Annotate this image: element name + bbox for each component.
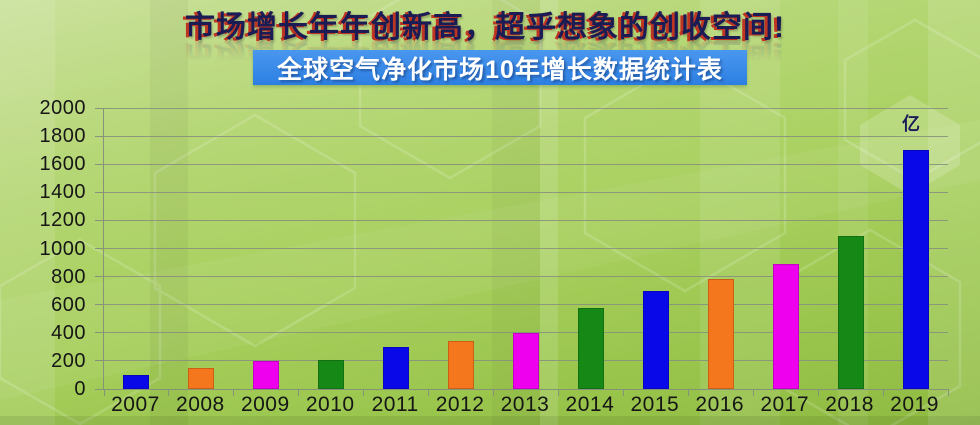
x-tick (428, 389, 430, 396)
x-axis-tick-label: 2015 (630, 393, 680, 416)
gridline (104, 107, 948, 109)
x-tick (103, 389, 105, 396)
gridline (104, 163, 948, 165)
plot-area (95, 107, 949, 396)
bar-2012 (448, 341, 475, 389)
y-axis-tick-label: 0 (74, 378, 86, 400)
x-tick (493, 389, 495, 396)
bar-2019 (902, 150, 929, 389)
x-tick (947, 389, 949, 396)
x-axis-tick-label: 2014 (565, 393, 615, 416)
gridline (104, 219, 948, 221)
x-axis-tick-label: 2007 (111, 393, 160, 416)
y-tick (95, 276, 104, 278)
x-tick (557, 389, 559, 396)
y-axis-tick-label: 800 (51, 265, 86, 288)
x-tick (622, 389, 624, 396)
x-axis-tick-label: 2018 (825, 393, 874, 416)
chart-title-banner: 全球空气净化市场10年增长数据统计表 (253, 50, 747, 85)
bar-2011 (383, 346, 410, 389)
y-tick (95, 219, 104, 221)
x-axis-tick-label: 2009 (240, 393, 290, 416)
bar-2007 (123, 374, 150, 389)
page-title: 市场增长年年创新高，超乎想象的创收空间! (185, 11, 785, 44)
bar-2018 (837, 235, 864, 389)
x-axis-labels: 2007 2008 2009 2010 2011 2012 2013 2014 2015 2016… (103, 393, 947, 419)
x-axis-tick-label: 2008 (176, 393, 225, 416)
x-axis-tick-label: 2013 (500, 393, 550, 416)
x-axis-tick-label: 2010 (305, 393, 355, 416)
x-axis-tick-label: 2019 (890, 393, 939, 416)
y-axis-tick-label: 2000 (39, 97, 86, 119)
x-tick (298, 389, 300, 396)
bar-2014 (577, 307, 604, 389)
gridline (104, 191, 948, 193)
bar-2013 (513, 332, 539, 389)
y-tick (95, 163, 104, 165)
y-tick (95, 135, 104, 137)
y-tick (95, 388, 104, 390)
bar-2008 (188, 367, 215, 389)
x-tick (363, 389, 365, 396)
gridline (104, 304, 948, 306)
y-tick (95, 248, 104, 249)
x-axis-tick-label: 2011 (371, 393, 419, 416)
bar-2015 (642, 290, 669, 389)
y-tick (95, 304, 104, 306)
x-tick (817, 389, 819, 396)
y-axis-tick-label: 1600 (39, 153, 86, 176)
unit-label: 亿 (902, 114, 920, 134)
x-axis-tick-label: 2012 (435, 393, 485, 416)
y-axis-tick-label: 400 (51, 321, 86, 344)
x-tick (882, 389, 884, 396)
x-tick (168, 389, 170, 396)
y-tick (95, 360, 104, 362)
gridline (104, 276, 948, 278)
gridline (104, 135, 948, 137)
y-tick (95, 107, 104, 109)
y-axis-labels: 0 200 400 600 800 1000 1200 1400 1600 1800 2000 (0, 97, 86, 400)
x-axis-tick-label: 2016 (695, 393, 745, 416)
bar-2017 (772, 263, 799, 389)
x-tick (752, 389, 754, 396)
x-tick (687, 389, 689, 396)
x-tick (233, 389, 235, 396)
y-axis-tick-label: 1400 (39, 181, 86, 204)
chart-title: 全球空气净化市场10年增长数据统计表 (277, 55, 723, 84)
gridline (104, 248, 948, 249)
bar-2010 (318, 359, 345, 389)
bar-2009 (253, 360, 280, 389)
bar-2016 (707, 279, 734, 389)
x-axis-tick-label: 2017 (760, 393, 810, 416)
y-axis-tick-label: 1000 (39, 237, 86, 260)
y-axis-tick-label: 600 (51, 293, 86, 316)
y-tick (95, 191, 104, 193)
y-axis-tick-label: 200 (51, 349, 86, 372)
y-tick (95, 332, 104, 334)
y-axis-tick-label: 1800 (39, 125, 86, 148)
y-axis-tick-label: 1200 (39, 209, 86, 232)
